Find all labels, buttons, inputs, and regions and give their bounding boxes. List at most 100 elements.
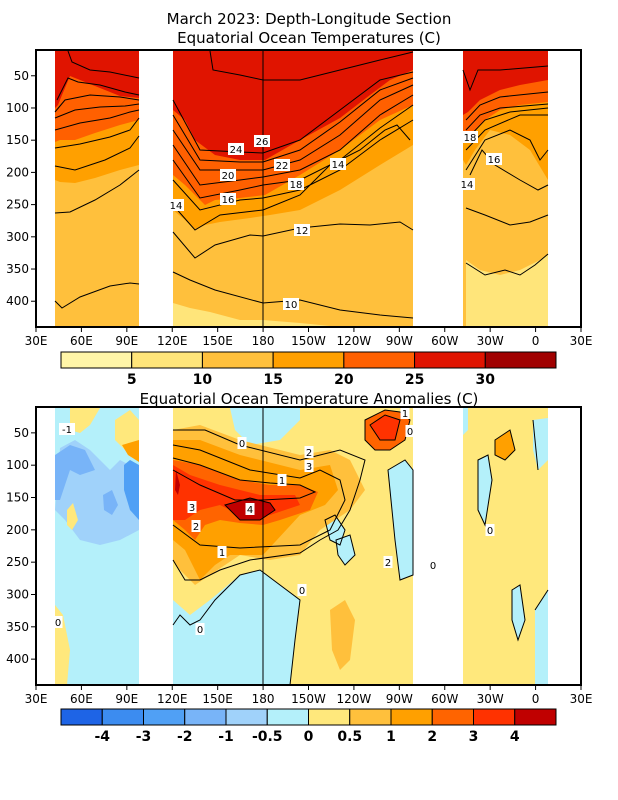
contour-label-bg xyxy=(400,407,410,419)
contour-label: 2 xyxy=(193,522,199,533)
contour-label: 2 xyxy=(385,558,391,569)
contour-label: 16 xyxy=(222,195,235,206)
colorbar-swatch xyxy=(308,708,351,726)
y-tick-label: 50 xyxy=(14,426,29,440)
anomaly-pos-region xyxy=(495,430,515,460)
contour-label-bg xyxy=(254,135,270,147)
x-tick-label: 30E xyxy=(570,334,593,348)
contour-label: 0 xyxy=(239,439,245,450)
colorbar-label: -1 xyxy=(218,729,234,745)
colorbar-label: -0.5 xyxy=(252,729,283,745)
colorbar-label: 10 xyxy=(193,372,213,388)
contour-label: 14 xyxy=(332,160,345,171)
temperature-panel: 26 24 22 20 18 16 14 14 12 10 18 16 14 30E 60E 90E 120E… xyxy=(6,49,593,388)
contour-lines xyxy=(172,409,414,686)
contour-labels: 26 24 22 20 18 16 14 14 12 10 18 16 14 xyxy=(168,131,502,311)
colorbar-label: 0 xyxy=(304,729,314,745)
anomaly-pos-region xyxy=(122,440,139,462)
contour-label-bg xyxy=(304,446,314,458)
x-tick-label: 150W xyxy=(291,692,326,706)
contour-label-bg xyxy=(428,559,438,571)
x-tick-label: 60E xyxy=(70,692,93,706)
pacific-anomaly-strip xyxy=(172,408,414,686)
colorbar-swatch xyxy=(272,351,345,369)
anomaly-neg-region xyxy=(463,408,468,435)
y-tick-label: 300 xyxy=(6,230,29,244)
contour-label: 10 xyxy=(285,300,298,311)
layer-25-30 xyxy=(463,51,548,115)
contour-label: 2 xyxy=(306,448,312,459)
colorbar-label: -2 xyxy=(177,729,193,745)
contour-label: -1 xyxy=(62,425,72,436)
colorbar-swatch xyxy=(343,351,416,369)
contour-label-bg xyxy=(191,520,201,532)
x-axis: 30E 60E 90E 120E 150E 180 150W 120W 90W 60W 30W 0 30… xyxy=(25,685,593,706)
y-tick-label: 350 xyxy=(6,620,29,634)
indian-anomaly-strip xyxy=(55,408,139,685)
contour-label-bg xyxy=(220,169,236,181)
contour-label: 3 xyxy=(189,503,195,514)
x-tick-label: 90W xyxy=(386,334,413,348)
anomaly-neg-region xyxy=(55,445,95,500)
contour-label-bg xyxy=(168,199,184,211)
colorbar-swatch xyxy=(101,708,144,726)
colorbar-swatch xyxy=(484,351,557,369)
contour-label: 14 xyxy=(461,180,474,191)
x-tick-label: 120W xyxy=(337,334,372,348)
x-tick-label: 30E xyxy=(25,692,48,706)
y-tick-label: 400 xyxy=(6,294,29,308)
contour-label: 0 xyxy=(487,526,493,537)
atlantic-ocean-strip xyxy=(462,51,549,327)
contour-label: 0 xyxy=(407,427,413,438)
colorbar-swatch xyxy=(60,708,103,726)
contour-label-bg xyxy=(486,153,502,165)
layer-5-10 xyxy=(466,255,548,327)
colorbar-swatch xyxy=(131,351,203,369)
contour-label: 4 xyxy=(247,505,253,516)
contour-label-bg xyxy=(59,423,75,435)
colorbar-swatch xyxy=(60,351,133,369)
colorbar-swatch xyxy=(184,708,227,726)
x-tick-label: 150W xyxy=(291,334,326,348)
contour-lines xyxy=(462,65,549,276)
chart-subtitle: Equatorial Ocean Temperatures (C) xyxy=(177,29,441,47)
y-tick-label: 400 xyxy=(6,652,29,666)
x-tick-label: 120E xyxy=(157,692,188,706)
anomaly-neg-region xyxy=(478,455,492,525)
x-tick-label: 90E xyxy=(115,692,138,706)
contour-label-bg xyxy=(294,224,310,236)
colorbar-label: -4 xyxy=(94,729,110,745)
colorbar-label: 15 xyxy=(263,372,282,388)
anomaly-title: Equatorial Ocean Temperature Anomalies (… xyxy=(140,390,479,408)
contour-label-bg xyxy=(283,298,299,310)
colorbar-swatch xyxy=(390,708,433,726)
colorbar-swatch xyxy=(349,708,392,726)
colorbar-swatch xyxy=(414,351,486,369)
x-tick-label: 30E xyxy=(25,334,48,348)
contour-label-bg xyxy=(405,425,415,437)
contour-label: 1 xyxy=(219,548,225,559)
contour-label-bg xyxy=(195,623,205,635)
anomaly-neg-region xyxy=(173,570,300,685)
x-tick-label: 180 xyxy=(252,334,275,348)
colorbar-label: 0.5 xyxy=(337,729,362,745)
contour-label: 0 xyxy=(299,586,305,597)
anomaly-pos-region xyxy=(67,503,78,530)
colorbar-label: -3 xyxy=(136,729,152,745)
anomaly-neg-region xyxy=(535,590,548,685)
contour-label: 0 xyxy=(430,561,436,572)
y-tick-label: 50 xyxy=(14,69,29,83)
x-tick-label: 60E xyxy=(70,334,93,348)
contour-label: 26 xyxy=(256,137,269,148)
y-tick-label: 100 xyxy=(6,458,29,472)
contour-label-bg xyxy=(245,503,255,515)
layer-25-30 xyxy=(173,51,413,160)
temperature-colorbar: 5 10 15 20 25 30 xyxy=(60,351,557,388)
contour-lines xyxy=(172,50,414,319)
pacific-ocean-strip xyxy=(172,50,414,327)
x-tick-label: 30E xyxy=(570,692,593,706)
anomaly-neg-region xyxy=(124,460,139,520)
contour-label-bg xyxy=(330,158,346,170)
contour-label-bg xyxy=(274,159,290,171)
